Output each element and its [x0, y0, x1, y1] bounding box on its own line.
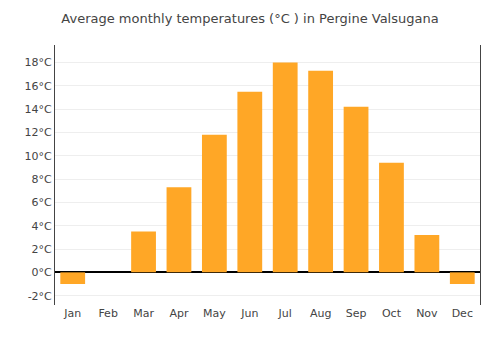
svg-text:0°C: 0°C: [32, 266, 52, 279]
svg-text:Oct: Oct: [382, 307, 402, 320]
svg-text:Sep: Sep: [346, 307, 367, 320]
svg-text:Jun: Jun: [240, 307, 258, 320]
svg-text:Aug: Aug: [310, 307, 331, 320]
svg-text:Average monthly temperatures (: Average monthly temperatures (°C ) in Pe…: [61, 11, 438, 26]
svg-text:Nov: Nov: [416, 307, 438, 320]
svg-text:4°C: 4°C: [32, 220, 52, 233]
svg-text:Feb: Feb: [98, 307, 117, 320]
svg-text:Jul: Jul: [278, 307, 292, 320]
svg-text:Mar: Mar: [133, 307, 154, 320]
svg-text:8°C: 8°C: [32, 173, 52, 186]
svg-text:Dec: Dec: [452, 307, 473, 320]
svg-text:16°C: 16°C: [25, 80, 52, 93]
svg-text:14°C: 14°C: [25, 103, 52, 116]
svg-text:2°C: 2°C: [32, 243, 52, 256]
svg-text:May: May: [203, 307, 226, 320]
svg-text:10°C: 10°C: [25, 150, 52, 163]
svg-text:18°C: 18°C: [25, 56, 52, 69]
svg-text:Jan: Jan: [63, 307, 81, 320]
svg-text:12°C: 12°C: [25, 126, 52, 139]
svg-text:-2°C: -2°C: [28, 290, 52, 303]
svg-text:Apr: Apr: [169, 307, 189, 320]
svg-text:6°C: 6°C: [32, 196, 52, 209]
